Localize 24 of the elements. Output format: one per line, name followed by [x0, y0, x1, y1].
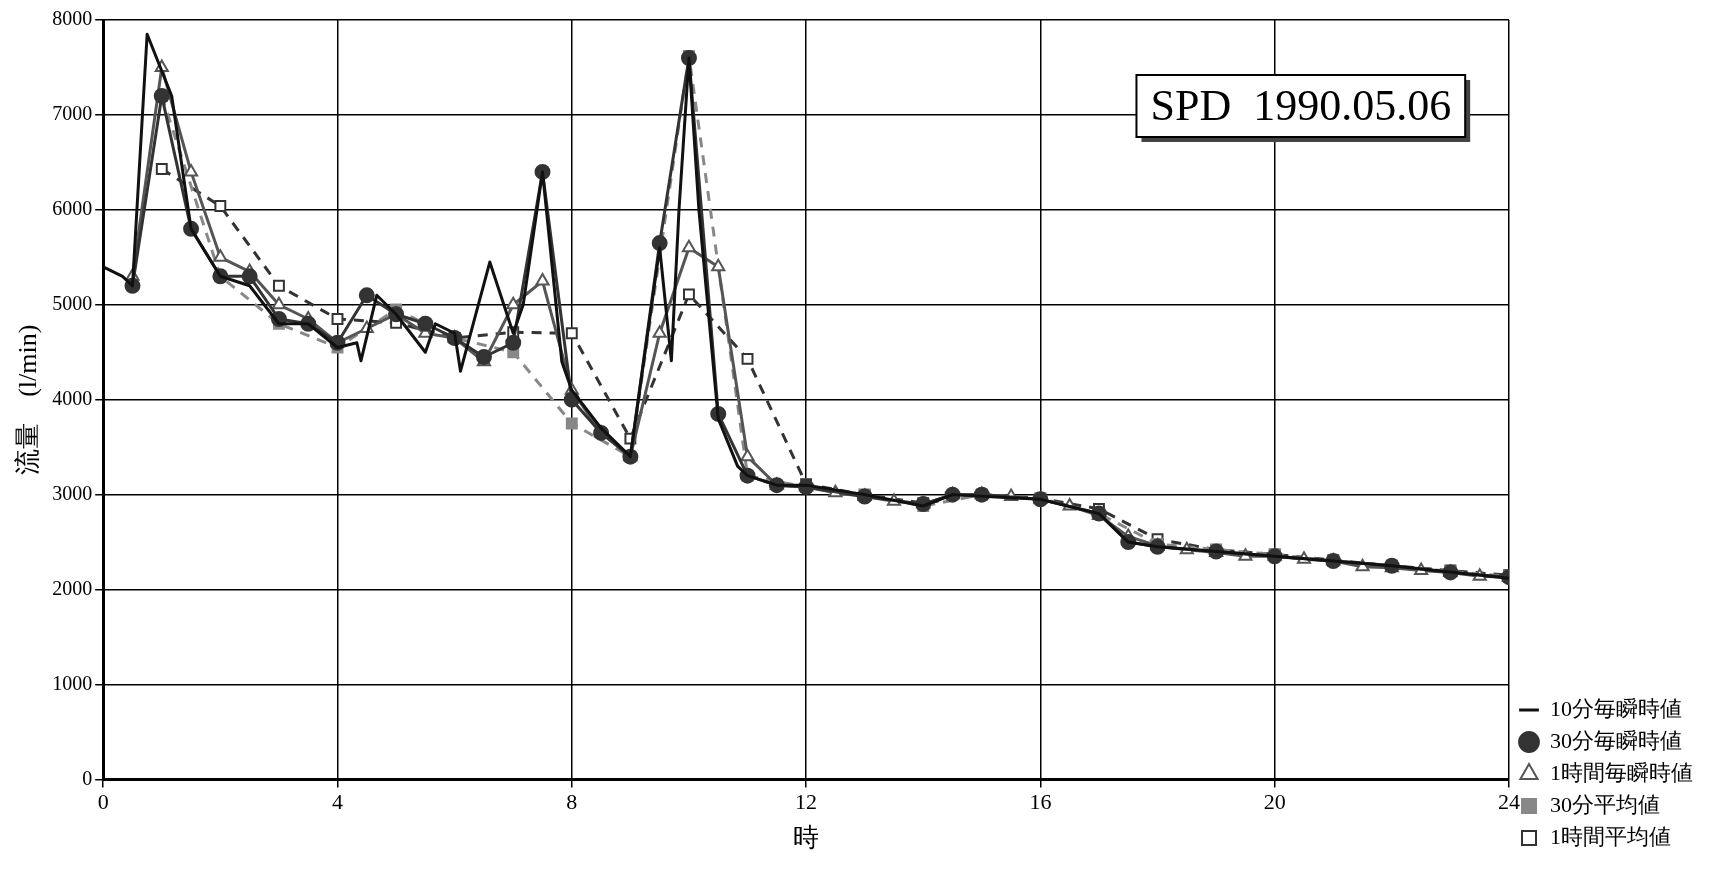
y-tick-label: 3000: [52, 481, 93, 504]
y-axis-title: 流量 (l/min): [13, 324, 43, 475]
x-tick-label: 24: [1498, 789, 1520, 815]
x-tick-label: 8: [566, 789, 578, 815]
y-tick-label: 2000: [52, 576, 93, 599]
legend-label: 10分毎瞬時値: [1550, 695, 1682, 721]
legend-label: 30分毎瞬時値: [1550, 727, 1682, 753]
y-tick-label: 7000: [52, 102, 93, 125]
y-tick-label: 4000: [52, 386, 93, 409]
y-tick-label: 8000: [52, 7, 93, 30]
legend-label: 1時間毎瞬時値: [1550, 759, 1693, 785]
y-tick-label: 1000: [52, 671, 93, 694]
y-tick-label: 5000: [52, 292, 93, 315]
legend-label: 1時間平均値: [1550, 823, 1671, 849]
x-tick-label: 0: [97, 789, 109, 815]
x-tick-label: 20: [1263, 789, 1286, 815]
text: SPD 1990.05.06: [1150, 80, 1452, 130]
x-tick-label: 4: [332, 789, 343, 815]
y-tick-label: 0: [82, 766, 93, 789]
y-tick-label: 6000: [52, 197, 93, 220]
x-axis-title: 時: [793, 823, 820, 853]
x-tick-label: 16: [1029, 789, 1052, 815]
x-tick-label: 12: [795, 789, 818, 815]
legend-label: 30分平均値: [1550, 791, 1660, 817]
